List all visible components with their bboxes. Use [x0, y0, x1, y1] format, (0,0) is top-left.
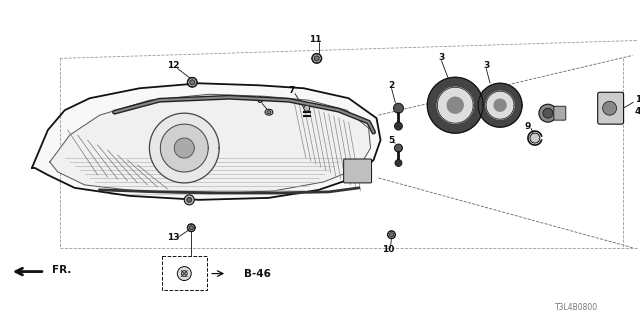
Circle shape — [394, 144, 403, 152]
FancyBboxPatch shape — [344, 159, 372, 183]
FancyBboxPatch shape — [598, 92, 623, 124]
Circle shape — [395, 159, 402, 166]
Polygon shape — [50, 94, 371, 194]
Polygon shape — [437, 87, 473, 123]
Text: 2: 2 — [388, 81, 395, 90]
Polygon shape — [174, 138, 195, 158]
Circle shape — [390, 233, 394, 237]
Text: 7: 7 — [289, 86, 295, 95]
Text: T3L4B0800: T3L4B0800 — [555, 303, 598, 312]
Text: 12: 12 — [167, 61, 180, 70]
Polygon shape — [32, 83, 381, 200]
FancyBboxPatch shape — [554, 106, 566, 120]
Polygon shape — [486, 91, 514, 119]
Polygon shape — [161, 124, 208, 172]
Circle shape — [184, 195, 195, 205]
Circle shape — [190, 80, 195, 85]
Circle shape — [312, 53, 322, 63]
Circle shape — [189, 226, 193, 230]
Text: B-46: B-46 — [244, 268, 271, 279]
Circle shape — [181, 271, 188, 276]
Ellipse shape — [267, 111, 271, 114]
Circle shape — [539, 104, 557, 122]
Circle shape — [177, 267, 191, 281]
Bar — [163, 256, 207, 291]
Polygon shape — [149, 113, 219, 183]
Circle shape — [188, 77, 197, 87]
Circle shape — [187, 197, 192, 202]
Text: 6: 6 — [257, 96, 263, 105]
Polygon shape — [428, 77, 483, 133]
Circle shape — [394, 103, 403, 113]
Text: 9: 9 — [525, 122, 531, 131]
Ellipse shape — [265, 109, 273, 115]
Text: 11: 11 — [308, 35, 321, 44]
Circle shape — [304, 105, 310, 111]
Text: 3: 3 — [438, 53, 444, 62]
Polygon shape — [447, 97, 463, 113]
Text: 8: 8 — [545, 105, 551, 114]
Text: 3: 3 — [483, 61, 489, 70]
Circle shape — [387, 231, 396, 239]
Polygon shape — [494, 99, 506, 111]
Circle shape — [530, 133, 540, 143]
Circle shape — [188, 224, 195, 232]
Polygon shape — [478, 83, 522, 127]
Text: 4: 4 — [634, 107, 640, 116]
Circle shape — [314, 56, 319, 61]
Circle shape — [543, 108, 553, 118]
Text: 10: 10 — [382, 245, 395, 254]
Text: 5: 5 — [388, 136, 395, 145]
Text: 13: 13 — [167, 233, 180, 242]
Circle shape — [603, 101, 616, 115]
Circle shape — [394, 122, 403, 130]
Text: FR.: FR. — [52, 265, 71, 275]
Text: 1: 1 — [634, 95, 640, 104]
